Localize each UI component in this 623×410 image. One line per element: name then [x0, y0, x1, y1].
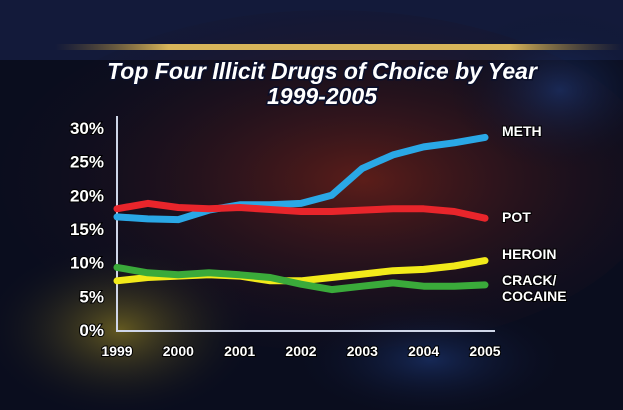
series-label-crack-cocaine: CRACK/COCAINE [502, 272, 567, 304]
x-tick-label: 2004 [408, 343, 439, 359]
series-line-pot [113, 199, 489, 222]
series-line-crack-cocaine [113, 263, 489, 294]
y-axis: 0% 5% 10% 15% 20% 25% 30% [69, 116, 118, 341]
chart-subtitle: 1999-2005 [267, 83, 378, 109]
series-lines [113, 133, 489, 294]
x-axis: 1999 2000 2001 2002 2003 2004 2005 [100, 330, 502, 360]
x-tick-label: 2001 [224, 343, 255, 359]
x-tick-label: 2005 [469, 343, 500, 359]
x-tick-label: 2003 [347, 343, 378, 359]
x-tick-label: 2000 [163, 343, 194, 359]
x-tick-label: 2002 [285, 343, 316, 359]
y-tick-label: 0% [79, 321, 104, 340]
y-tick-label: 20% [70, 186, 104, 205]
chart-title: Top Four Illicit Drugs of Choice by Year [107, 58, 538, 84]
y-tick-label: 10% [70, 254, 104, 273]
series-line-meth [113, 133, 489, 224]
y-tick-label: 30% [70, 119, 104, 138]
series-labels: METH POT HEROIN CRACK/COCAINE [501, 122, 568, 305]
y-tick-label: 5% [79, 287, 104, 306]
y-tick-label: 15% [70, 220, 104, 239]
chart-title-group: Top Four Illicit Drugs of Choice by Year… [106, 57, 540, 111]
series-label-pot: POT [502, 209, 531, 225]
series-label-meth: METH [502, 123, 542, 139]
y-tick-label: 25% [70, 153, 104, 172]
x-tick-label: 1999 [101, 343, 132, 359]
series-label-heroin: HEROIN [502, 246, 556, 262]
